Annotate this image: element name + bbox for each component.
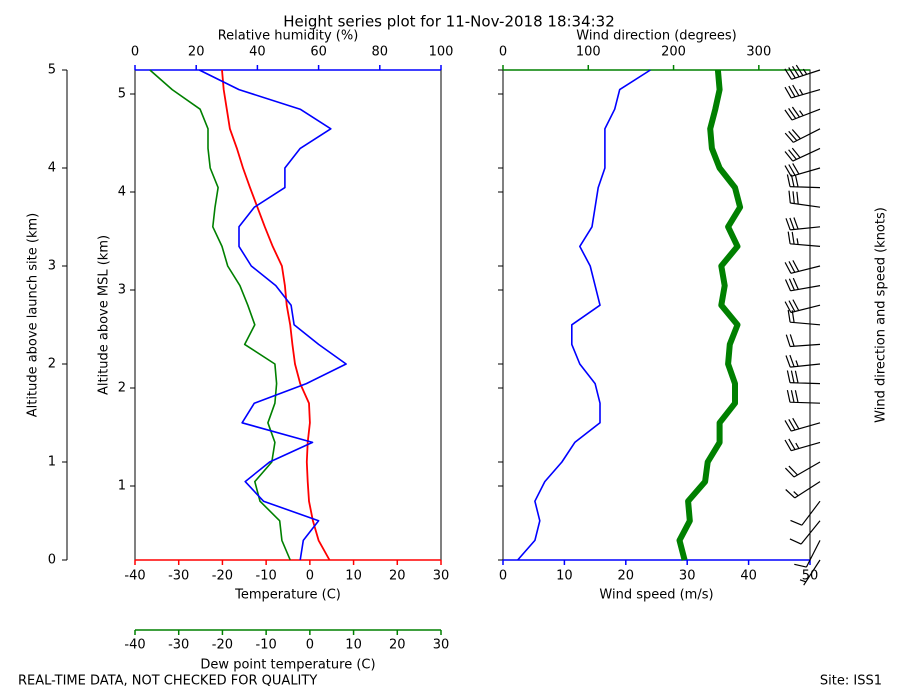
wind-barb	[784, 299, 821, 314]
y-tick-label: 0	[48, 553, 56, 568]
x-tick-label: 30	[433, 569, 450, 584]
x-tick-label: -30	[168, 638, 189, 653]
x-tick-label: 60	[310, 45, 327, 60]
x-tick-label: -10	[256, 569, 277, 584]
site-label: Site: ISS1	[820, 674, 882, 689]
wind-barb	[785, 334, 821, 348]
wind-barb	[785, 354, 821, 368]
y-tick-label: 5	[48, 63, 56, 78]
x-axis-title: Wind speed (m/s)	[599, 588, 713, 603]
x-tick-label: 40	[249, 45, 266, 60]
wind-barb	[784, 277, 821, 292]
x-tick-label: 20	[389, 569, 406, 584]
profile-line	[149, 69, 291, 561]
x-tick-label: 10	[345, 569, 362, 584]
y2-tick-label: 2	[118, 381, 126, 396]
x-tick-label: -20	[212, 638, 233, 653]
wind-barb	[786, 370, 821, 385]
y-tick-label: 3	[48, 259, 56, 274]
wind-barb	[784, 84, 821, 99]
x-tick-label: 0	[306, 569, 314, 584]
profile-line	[676, 69, 744, 561]
y2-tick-label: 3	[118, 283, 126, 298]
x-tick-label: -10	[256, 638, 277, 653]
x-tick-label: -40	[124, 638, 145, 653]
wind-barb	[787, 231, 821, 247]
x-tick-label: 20	[188, 45, 205, 60]
y2-axis-title: Altitude above MSL (km)	[97, 235, 112, 395]
x-tick-label: 0	[499, 569, 507, 584]
wind-barb	[786, 174, 821, 189]
wind-barb	[784, 128, 821, 143]
wind-barb	[789, 520, 821, 545]
x-tick-label: 40	[740, 569, 757, 584]
wind-barb	[784, 106, 821, 121]
x-tick-label: 0	[499, 45, 507, 60]
x-tick-label: -40	[124, 569, 145, 584]
wind-barb	[784, 163, 821, 177]
x-tick-label: 20	[389, 638, 406, 653]
x-tick-label: -30	[168, 569, 189, 584]
y-tick-label: 2	[48, 357, 56, 372]
x-tick-label: 100	[429, 45, 454, 60]
profile-line	[198, 69, 347, 561]
wind-barb	[784, 260, 821, 274]
wind-barb	[784, 461, 821, 478]
x-tick-label: -20	[212, 569, 233, 584]
wind-barb	[788, 190, 821, 208]
x-tick-label: 80	[372, 45, 389, 60]
wind-barb	[784, 64, 821, 80]
y-axis-title: Altitude above launch site (km)	[26, 213, 41, 417]
wind-barb	[785, 481, 821, 499]
wind-barb	[784, 147, 821, 162]
plot-frame	[502, 69, 811, 561]
footer-note: REAL-TIME DATA, NOT CHECKED FOR QUALITY	[18, 674, 317, 689]
wind-barb	[790, 500, 821, 526]
x-axis-title: Relative humidity (%)	[218, 29, 359, 44]
x-axis-title: Wind direction (degrees)	[576, 29, 736, 44]
x-tick-label: 0	[306, 638, 314, 653]
wind-barb	[785, 217, 821, 231]
y2-tick-label: 4	[118, 185, 126, 200]
wind-barb	[794, 540, 821, 568]
x-tick-label: 30	[433, 638, 450, 653]
x-tick-label: 20	[618, 569, 635, 584]
x-tick-label: 300	[746, 45, 771, 60]
profile-line	[517, 69, 651, 561]
x-tick-label: 200	[661, 45, 686, 60]
y2-tick-label: 1	[118, 479, 126, 494]
wind-barb	[786, 389, 821, 404]
x-axis-title: Temperature (C)	[234, 588, 341, 603]
x-tick-label: 100	[576, 45, 601, 60]
y-tick-label: 1	[48, 455, 56, 470]
y-tick-label: 4	[48, 161, 56, 176]
x-tick-label: 10	[556, 569, 573, 584]
x-tick-label: 10	[345, 638, 362, 653]
wind-barb	[784, 417, 821, 432]
barb-axis-title: Wind direction and speed (knots)	[874, 207, 889, 423]
y2-tick-label: 5	[118, 87, 126, 102]
x-tick-label: 0	[131, 45, 139, 60]
profile-line	[221, 69, 331, 561]
x-axis-title: Dew point temperature (C)	[200, 658, 375, 673]
title: Height series plot for 11-Nov-2018 18:34…	[283, 13, 615, 31]
wind-barb	[799, 559, 821, 586]
x-tick-label: 30	[679, 569, 696, 584]
wind-barb	[784, 438, 821, 452]
